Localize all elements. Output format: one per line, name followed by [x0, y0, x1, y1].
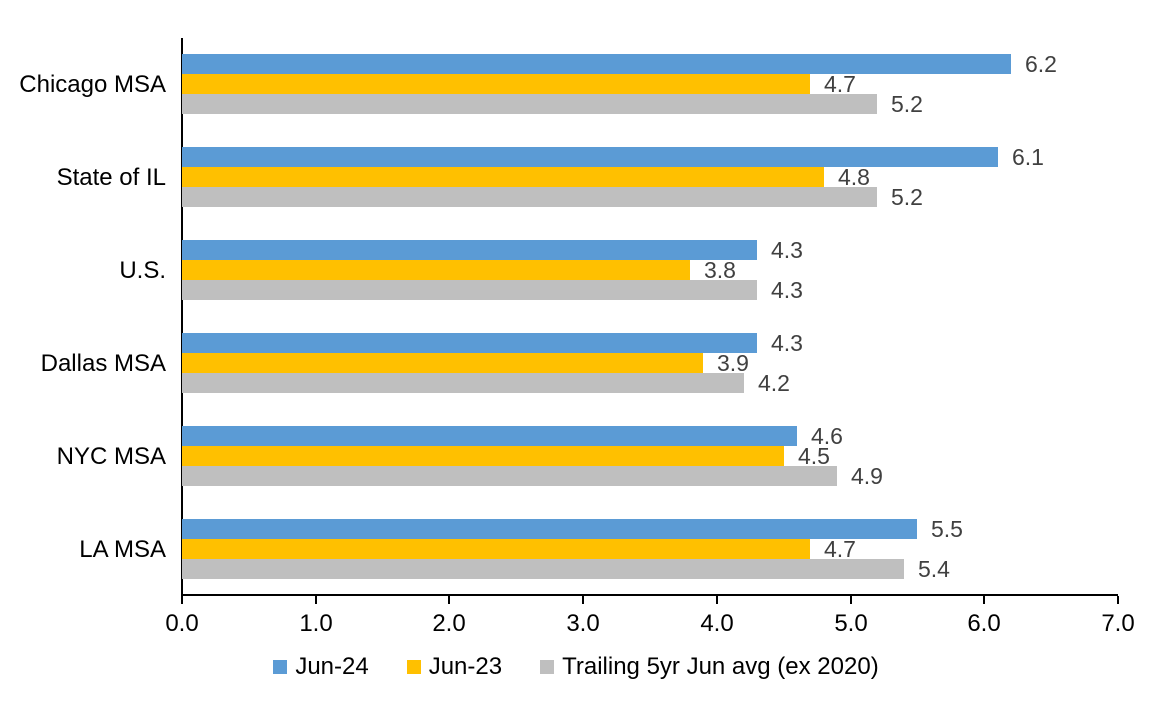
x-axis-tick-label: 1.0	[299, 610, 333, 637]
bar-value-label: 3.9	[717, 350, 749, 376]
bar-value-label: 4.3	[771, 330, 803, 356]
bar-jun-24	[182, 519, 917, 539]
x-axis-tick	[850, 596, 852, 604]
bar-value-label: 4.3	[771, 237, 803, 263]
bar-value-label: 5.5	[931, 516, 963, 542]
x-axis-tick	[716, 596, 718, 604]
legend-swatch-icon	[540, 660, 555, 674]
bar-value-label: 4.7	[824, 536, 856, 562]
category-label: State of IL	[56, 164, 166, 191]
bar-jun-24	[182, 426, 797, 446]
x-axis-tick-label: 6.0	[967, 610, 1001, 637]
bar-jun-24	[182, 147, 998, 167]
category-label: LA MSA	[79, 536, 166, 563]
category-label: NYC MSA	[56, 443, 166, 470]
bar-value-label: 6.1	[1012, 144, 1044, 170]
bar-value-label: 5.2	[891, 91, 923, 117]
bar-value-label: 6.2	[1025, 51, 1057, 77]
bar-value-label: 3.8	[704, 257, 736, 283]
x-axis-tick	[181, 596, 183, 604]
bar-jun-24	[182, 54, 1011, 74]
x-axis-tick	[582, 596, 584, 604]
legend-item-trailing-5yr-jun-avg-ex-2020-: Trailing 5yr Jun avg (ex 2020)	[540, 653, 879, 681]
x-axis-tick-label: 4.0	[700, 610, 734, 637]
legend-item-jun-24: Jun-24	[273, 653, 369, 681]
legend-label: Trailing 5yr Jun avg (ex 2020)	[562, 653, 879, 680]
bar-jun-23	[182, 539, 810, 559]
category-label: U.S.	[119, 257, 166, 284]
legend-item-jun-23: Jun-23	[406, 653, 503, 681]
bar-jun-23	[182, 353, 703, 373]
bar-jun-23	[182, 167, 824, 187]
bar-value-label: 5.4	[918, 556, 950, 582]
x-axis-tick	[983, 596, 985, 604]
legend-label: Jun-24	[295, 653, 369, 680]
bar-value-label: 4.6	[811, 423, 843, 449]
x-axis-line	[181, 594, 1118, 596]
x-axis-tick	[315, 596, 317, 604]
x-axis-tick-label: 3.0	[566, 610, 600, 637]
bar-value-label: 5.2	[891, 184, 923, 210]
x-axis-tick-label: 5.0	[834, 610, 868, 637]
bar-value-label: 4.2	[758, 370, 790, 396]
x-axis-tick	[1117, 596, 1119, 604]
bar-value-label: 4.5	[798, 443, 830, 469]
bar-trailing-5yr-jun-avg-ex-2020-	[182, 94, 877, 114]
category-label: Dallas MSA	[40, 350, 166, 377]
bar-trailing-5yr-jun-avg-ex-2020-	[182, 466, 837, 486]
bar-trailing-5yr-jun-avg-ex-2020-	[182, 559, 904, 579]
bar-jun-23	[182, 74, 810, 94]
x-axis-tick	[448, 596, 450, 604]
bar-value-label: 4.8	[838, 164, 870, 190]
bar-jun-23	[182, 260, 690, 280]
x-axis-tick-label: 0.0	[165, 610, 199, 637]
category-label: Chicago MSA	[19, 71, 166, 98]
bar-trailing-5yr-jun-avg-ex-2020-	[182, 187, 877, 207]
bar-value-label: 4.7	[824, 71, 856, 97]
bar-jun-23	[182, 446, 784, 466]
bar-trailing-5yr-jun-avg-ex-2020-	[182, 373, 744, 393]
x-axis-tick-label: 7.0	[1101, 610, 1135, 637]
legend-swatch-icon	[273, 660, 288, 674]
chart-legend: Jun-24 Jun-23 Trailing 5yr Jun avg (ex 202…	[0, 651, 1152, 683]
bar-jun-24	[182, 333, 757, 353]
y-axis-line	[181, 38, 183, 604]
bar-value-label: 4.9	[851, 463, 883, 489]
bar-jun-24	[182, 240, 757, 260]
bar-value-label: 4.3	[771, 277, 803, 303]
legend-label: Jun-23	[428, 653, 503, 680]
legend-swatch-icon	[406, 660, 421, 674]
x-axis-tick-label: 2.0	[432, 610, 466, 637]
bar-trailing-5yr-jun-avg-ex-2020-	[182, 280, 757, 300]
